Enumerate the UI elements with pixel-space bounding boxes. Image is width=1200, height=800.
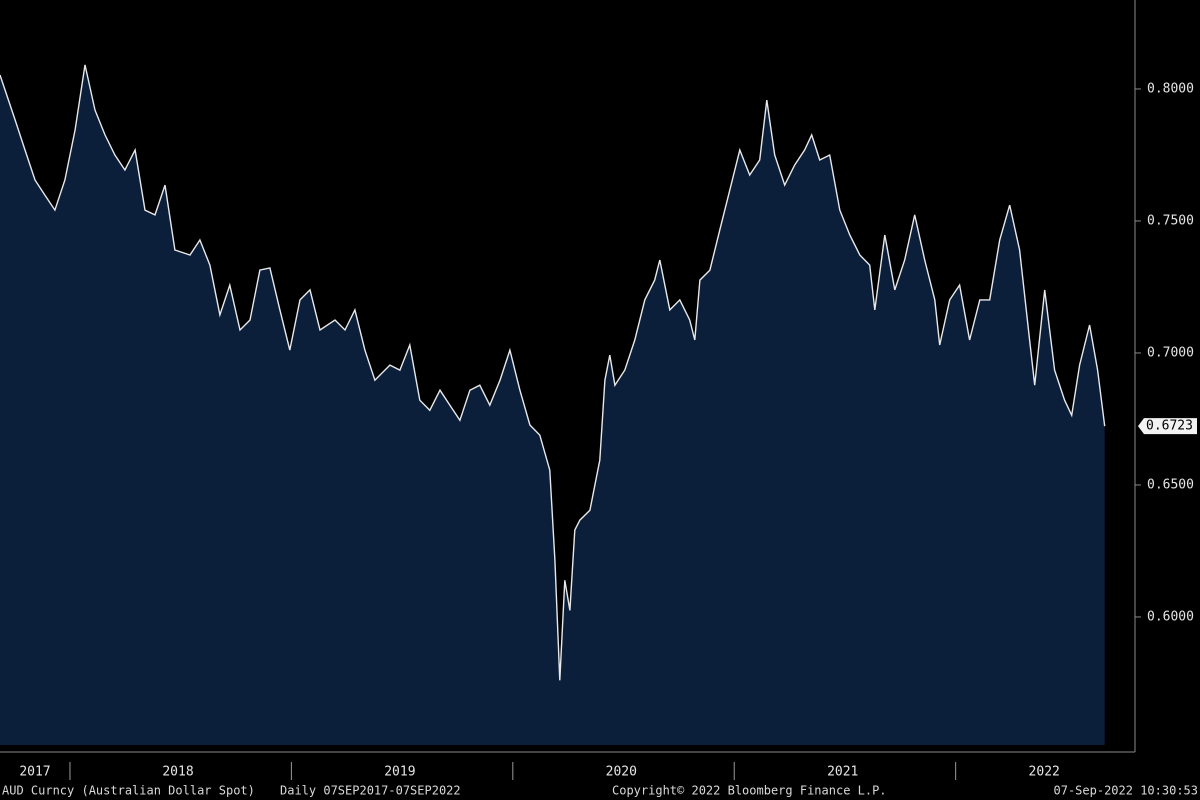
footer-copyright: Copyright© 2022 Bloomberg Finance L.P. [612,784,887,798]
y-tick-label: 0.8000 [1147,81,1194,96]
x-tick-label: 2019 [384,765,415,780]
price-line [0,64,1106,681]
x-tick-label: 2018 [162,765,193,780]
footer-timestamp: 07-Sep-2022 10:30:53 [1054,784,1199,798]
x-tick-label: 2021 [827,765,858,780]
footer-security: AUD Curncy (Australian Dollar Spot) [2,784,255,798]
footer-range: Daily 07SEP2017-07SEP2022 [280,784,461,798]
y-tick-label: 0.7000 [1147,345,1194,360]
x-tick-label: 2020 [606,765,637,780]
x-tick-label: 2022 [1029,765,1060,780]
y-tick-label: 0.7500 [1147,213,1194,228]
y-tick-label: 0.6000 [1147,609,1194,624]
last-value-label: 0.6723 [1146,419,1193,434]
y-tick-label: 0.6500 [1147,477,1194,492]
x-tick-label: 2017 [19,765,50,780]
last-value-tag [1138,418,1197,435]
area-fill [0,64,1105,745]
